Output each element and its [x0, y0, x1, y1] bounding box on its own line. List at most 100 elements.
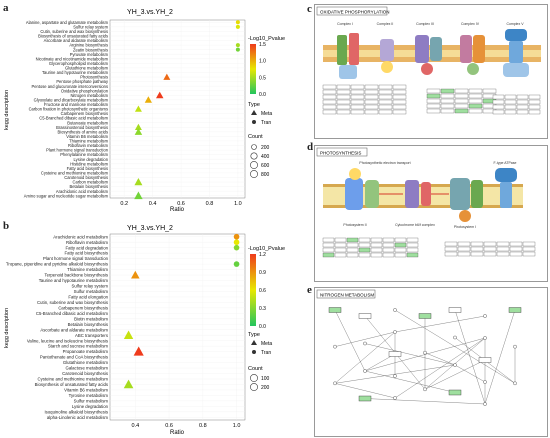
category-label: ABC transporters [75, 333, 108, 338]
pathway-map-c: OXIDATIVE PHOSPHORYLATION Complex I Compl… [314, 4, 548, 139]
pathway-map-e: NITROGEN METABOLISM [314, 287, 548, 437]
chart-a-ylabel: kegg description [4, 90, 10, 130]
count-legend-label: 100 [261, 376, 270, 382]
category-label: Zeatin biosynthesis [73, 47, 108, 52]
tran-legend-label: Tran [261, 350, 271, 356]
compound-node [363, 341, 367, 346]
complex-label: Complex II [377, 22, 394, 26]
category-label: Propanoate metabolism [63, 349, 109, 354]
x-tick-label: 0.8 [199, 423, 207, 429]
meta-point [123, 330, 134, 339]
category-label: Glyoxylate and dicarboxylate metabolism [34, 97, 109, 102]
pvalue-tick: 0.0 [259, 324, 266, 330]
meta-legend-label: Meta [261, 341, 272, 347]
photosynthesis-label: Photosystem I [454, 225, 476, 229]
pvalue-gradient-bar [250, 44, 256, 94]
complex-label: Complex IV [461, 22, 480, 26]
category-label: Plant hormone signal transduction [43, 256, 109, 261]
bubble-chart-a: YH_3.vs.YH_2 kegg description Ratio -Log… [4, 9, 285, 213]
meta-point [134, 105, 142, 112]
compound-node [483, 380, 487, 384]
category-label: Phenylalanine metabolism [60, 152, 108, 157]
pathway-c-header: OXIDATIVE PHOSPHORYLATION [320, 10, 390, 15]
enzyme-box [358, 395, 372, 402]
category-label: Ascorbate and aldarate metabolism [40, 327, 108, 332]
pathway-d-header: PHOTOSYNTHESIS [320, 151, 361, 156]
category-label: Glycerophospholipid metabolism [49, 61, 109, 66]
category-label: Nitrogen metabolism [70, 93, 108, 98]
category-label: Cutin, suberine and wax biosynthesis [40, 29, 108, 34]
pvalue-tick: 0.9 [259, 270, 266, 276]
pathway-e-header: NITROGEN METABOLISM [320, 293, 374, 298]
complex-i [337, 33, 359, 79]
enzyme-box [358, 313, 372, 319]
meta-point [163, 73, 171, 80]
x-tick-label: 0.6 [177, 201, 185, 207]
gene-tables-d [322, 237, 536, 258]
pvalue-tick: 0.0 [259, 92, 266, 98]
complex-label: Complex V [506, 22, 524, 26]
compound-node [393, 374, 397, 378]
compound-node [363, 369, 367, 373]
bubble-chart-b: YH_3.vs.YH_2 kegg description Ratio -Log… [4, 225, 285, 436]
tran-point [235, 43, 240, 48]
category-label: Arachidonic acid metabolism [56, 189, 109, 194]
x-tick-label: 0.2 [120, 201, 128, 207]
category-label: Cutin, suberine and wax biosynthesis [37, 300, 108, 305]
category-label: Arginine biosynthesis [69, 43, 108, 48]
category-label: Carbapenem biosynthesis [61, 111, 108, 116]
pathway-map-d: PHOTOSYNTHESIS Photosystem II Cytochrome … [314, 145, 548, 282]
x-tick-label: 1.0 [234, 201, 242, 207]
complex-v [503, 29, 529, 77]
meta-point [134, 123, 142, 131]
category-label: Tropane, piperidine and pyridine alkaloi… [6, 262, 108, 267]
enzyme-box [508, 307, 522, 313]
category-label: Fatty acid biosynthesis [67, 166, 108, 171]
category-label: Lysine degradation [74, 157, 109, 162]
meta-point [131, 270, 140, 279]
category-label: Thiamine metabolism [69, 139, 108, 144]
compound-node [393, 308, 397, 312]
count-legend-label: 200 [261, 145, 270, 151]
x-tick-label: 0.8 [206, 201, 214, 207]
pvalue-tick: 0.5 [259, 75, 266, 81]
compound-node [333, 344, 337, 349]
compound-node [483, 336, 487, 340]
chart-a-legend: -Log10_Pvalue Type Count 1.5 1.0 0.5 0.0 Met… [248, 36, 285, 178]
category-label: Isoquinoline alkaloid biosynthesis [44, 409, 108, 414]
complex-label: Complex III [416, 22, 434, 26]
photosynthesis-label: Photosynthetic electron transport [359, 161, 410, 165]
photosynthesis-label: F-type ATPase [494, 161, 517, 165]
chart-a-title: YH_3.vs.YH_2 [127, 9, 173, 16]
atp-synthase [495, 168, 517, 208]
category-label: Carotenoid biosynthesis [64, 175, 108, 180]
plot-area [109, 233, 246, 421]
category-label: C5-Branched dibasic acid metabolism [39, 116, 108, 121]
oxidative-phosphorylation-diagram: OXIDATIVE PHOSPHORYLATION Complex I Compl… [316, 6, 541, 115]
category-label: Valine, leucine and isoleucine biosynthe… [27, 338, 108, 343]
category-label: Betalain biosynthesis [68, 322, 108, 327]
chart-b-xlabel: Ratio [170, 430, 185, 436]
pvalue-gradient-bar [250, 254, 256, 326]
category-label: Fatty acid elongation [68, 295, 108, 300]
category-label: Photosynthesis [80, 75, 108, 80]
panel-letter-b: b [3, 220, 10, 232]
tran-point [235, 20, 240, 25]
category-label: Pentose phosphate pathway [56, 79, 109, 84]
tran-point [233, 239, 240, 246]
tran-legend-label: Tran [261, 120, 271, 126]
chart-b-legend: -Log10_Pvalue Type Count 1.2 0.9 0.6 0.3 0.0… [248, 246, 285, 391]
compound-node [453, 335, 457, 340]
meta-legend-symbol [251, 340, 257, 345]
category-label: Fructose and mannose metabolism [44, 102, 109, 107]
x-tick-label: 0.4 [131, 423, 139, 429]
meta-point [134, 128, 143, 135]
meta-legend-symbol [251, 110, 257, 115]
chart-b-legend-count-title: Count [248, 366, 263, 372]
x-tick-label: 0.4 [149, 201, 157, 207]
category-label: Betalain biosynthesis [70, 184, 108, 189]
enzyme-box [478, 357, 492, 363]
pvalue-tick: 0.6 [259, 288, 266, 294]
category-label: Biosynthesis of amino acids [57, 129, 108, 134]
category-label: Biotin metabolism [74, 316, 108, 321]
